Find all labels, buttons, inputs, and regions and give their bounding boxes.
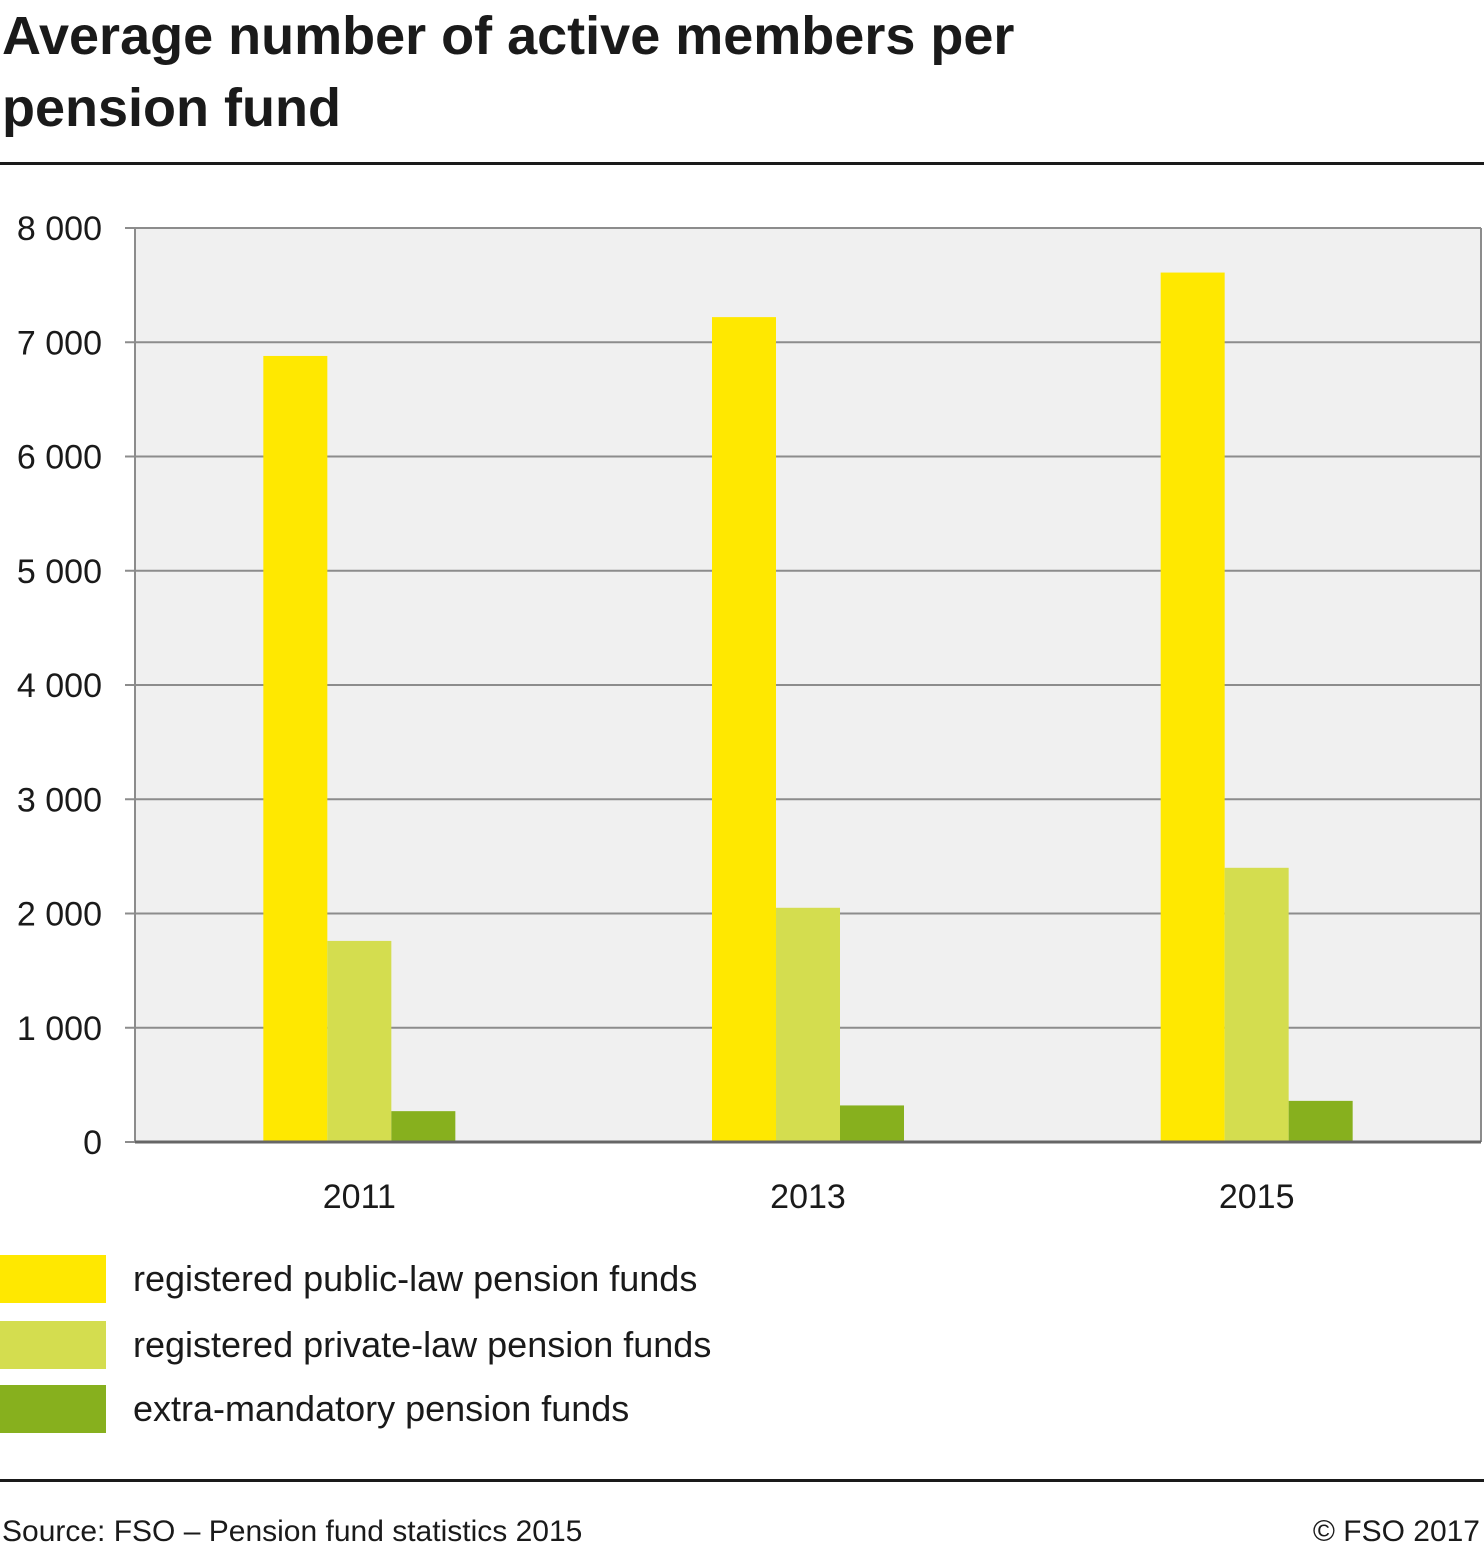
bar-2013-series-2 <box>840 1105 904 1142</box>
legend-swatch-public-law <box>0 1255 106 1303</box>
bar-2011-series-2 <box>391 1111 456 1142</box>
y-tick-label: 5 000 <box>17 553 102 591</box>
chart-title: Average number of active members per pen… <box>2 6 1015 138</box>
bar-2015-series-0 <box>1160 272 1225 1142</box>
y-tick-label: 4 000 <box>17 667 102 705</box>
legend-label-extra-mandatory: extra-mandatory pension funds <box>133 1388 630 1429</box>
legend-label-public-law: registered public-law pension funds <box>133 1258 698 1299</box>
y-tick-label: 6 000 <box>17 439 102 477</box>
copyright-note: © FSO 2017 <box>1312 1515 1480 1548</box>
legend-label-private-law: registered private-law pension funds <box>133 1324 712 1365</box>
x-tick-label: 2015 <box>1219 1178 1295 1216</box>
y-tick-label: 8 000 <box>17 210 102 248</box>
title-divider <box>0 162 1484 165</box>
bar-2015-series-2 <box>1288 1100 1353 1142</box>
y-tick-label: 2 000 <box>17 896 102 934</box>
legend-swatch-extra-mandatory <box>0 1385 106 1433</box>
y-tick-label: 7 000 <box>17 324 102 362</box>
bar-2013-series-0 <box>712 317 776 1142</box>
bar-chart: 0 1 000 2 000 3 000 4 000 5 000 6 000 7 000 8 00… <box>17 210 1482 1216</box>
y-tick-label: 3 000 <box>17 781 102 819</box>
legend-swatch-private-law <box>0 1321 106 1369</box>
y-tick-label: 0 <box>83 1124 102 1162</box>
legend-item-private-law: registered private-law pension funds <box>0 1321 900 1369</box>
bar-2015-series-1 <box>1224 867 1289 1142</box>
legend-item-extra-mandatory: extra-mandatory pension funds <box>0 1385 900 1433</box>
x-tick-label: 2013 <box>770 1178 846 1216</box>
bar-2011-series-0 <box>263 355 328 1143</box>
source-note: Source: FSO – Pension fund statistics 20… <box>2 1515 583 1548</box>
bar-2013-series-1 <box>776 907 840 1142</box>
bar-2011-series-1 <box>327 940 392 1142</box>
footer-divider <box>0 1479 1484 1482</box>
y-tick-label: 1 000 <box>17 1010 102 1048</box>
x-tick-label: 2011 <box>323 1178 396 1216</box>
legend-item-public-law: registered public-law pension funds <box>0 1255 900 1303</box>
